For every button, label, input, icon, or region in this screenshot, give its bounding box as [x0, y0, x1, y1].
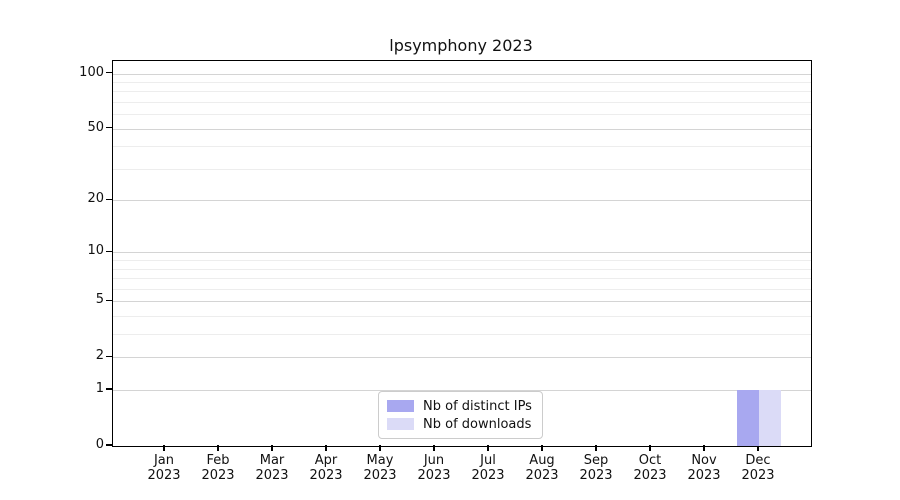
y-gridline-minor: [113, 316, 811, 318]
x-tick-mark: [379, 445, 381, 451]
x-tick-mark: [541, 445, 543, 451]
y-gridline-major: [113, 73, 811, 75]
legend-label-downloads: Nb of downloads: [423, 416, 532, 432]
x-tick-label: Dec 2023: [741, 453, 775, 483]
y-tick-label: 50: [87, 119, 104, 135]
y-gridline-minor: [113, 114, 811, 116]
y-gridline-minor: [113, 268, 811, 270]
x-tick-mark: [271, 445, 273, 451]
x-tick-label: Mar 2023: [255, 453, 289, 483]
y-gridline-major: [113, 200, 811, 202]
y-gridline-major: [113, 301, 811, 303]
y-gridline-major: [113, 357, 811, 359]
y-tick-mark: [106, 299, 112, 302]
y-tick-label: 20: [87, 191, 104, 207]
y-gridline-minor: [113, 278, 811, 280]
y-tick-mark: [106, 126, 112, 129]
x-tick-label: Apr 2023: [309, 453, 343, 483]
y-tick-mark: [106, 71, 112, 74]
y-tick-mark: [106, 388, 112, 390]
legend-entry-distinct-ips: Nb of distinct IPs: [387, 397, 532, 415]
y-tick-label: 0: [95, 437, 104, 452]
x-tick-label: Sep 2023: [579, 453, 613, 483]
bar-downloads: [759, 390, 781, 446]
x-tick-label: Feb 2023: [201, 453, 235, 483]
legend-swatch-distinct-ips: [387, 400, 414, 412]
y-tick-label: 2: [95, 348, 104, 364]
y-tick-mark: [106, 250, 112, 253]
x-tick-mark: [217, 445, 219, 451]
x-tick-label: Aug 2023: [525, 453, 559, 483]
x-tick-label: Nov 2023: [687, 453, 721, 483]
chart-title: lpsymphony 2023: [389, 36, 533, 55]
x-tick-mark: [595, 445, 597, 451]
y-gridline-minor: [113, 91, 811, 93]
y-tick-mark: [106, 355, 112, 358]
y-tick-mark: [106, 198, 112, 201]
x-tick-mark: [649, 445, 651, 451]
y-gridline-major: [113, 128, 811, 130]
x-tick-label: May 2023: [363, 453, 397, 483]
y-tick-label: 5: [95, 292, 104, 308]
y-gridline-minor: [113, 146, 811, 148]
y-gridline-minor: [113, 168, 811, 170]
plot-area: [112, 60, 812, 447]
y-gridline-minor: [113, 334, 811, 336]
y-gridline-minor: [113, 81, 811, 83]
x-tick-label: Jan 2023: [147, 453, 181, 483]
x-tick-mark: [757, 445, 759, 451]
x-tick-mark: [703, 445, 705, 451]
x-tick-label: Oct 2023: [633, 453, 667, 483]
y-gridline-minor: [113, 101, 811, 103]
x-tick-mark: [487, 445, 489, 451]
x-tick-mark: [163, 445, 165, 451]
y-gridline-minor: [113, 288, 811, 290]
bar-distinct-ips: [737, 390, 759, 446]
y-tick-label: 100: [79, 64, 104, 80]
legend: Nb of distinct IPs Nb of downloads: [378, 391, 543, 439]
y-tick-label: 1: [95, 381, 104, 397]
legend-entry-downloads: Nb of downloads: [387, 415, 532, 433]
y-gridline-major: [113, 390, 811, 392]
x-tick-mark: [433, 445, 435, 451]
y-tick-mark: [106, 444, 112, 446]
legend-swatch-downloads: [387, 418, 414, 430]
legend-label-distinct-ips: Nb of distinct IPs: [423, 398, 532, 414]
y-tick-label: 10: [87, 243, 104, 259]
x-tick-mark: [325, 445, 327, 451]
x-tick-label: Jun 2023: [417, 453, 451, 483]
y-gridline-major: [113, 252, 811, 254]
y-gridline-minor: [113, 260, 811, 262]
x-tick-label: Jul 2023: [471, 453, 505, 483]
